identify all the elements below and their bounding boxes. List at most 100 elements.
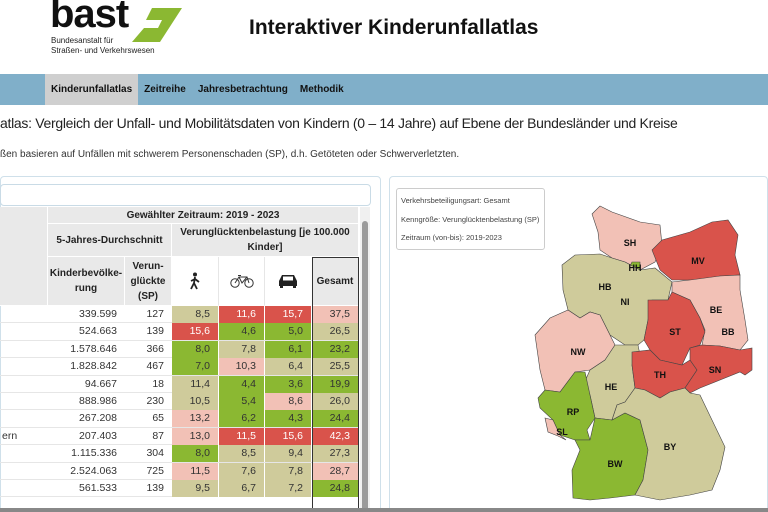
state-rp[interactable] xyxy=(537,371,596,441)
state-label-he: HE xyxy=(605,382,618,392)
state-label-hh: HH xyxy=(629,263,642,273)
cell-bike: 6,2 xyxy=(219,410,265,428)
state-label-sh: SH xyxy=(624,238,637,248)
col-car[interactable] xyxy=(265,257,312,306)
cell-sp: 127 xyxy=(146,308,164,320)
header-period: Gewählter Zeitraum: 2019 - 2023 xyxy=(48,207,359,224)
logo-slash-icon xyxy=(132,8,182,42)
col-population[interactable]: Kinderbevölke-rung xyxy=(48,257,125,306)
table-row[interactable]: 267.208 65 13,2 6,2 4,3 24,4 xyxy=(0,410,359,428)
table-row[interactable]: 339.599 127 8,5 11,6 15,7 37,5 xyxy=(0,306,359,324)
cell-car: 7,2 xyxy=(265,480,312,497)
cell-sp: 230 xyxy=(146,395,164,407)
cell-car: 6,1 xyxy=(265,340,312,358)
cell-sp: 65 xyxy=(152,412,164,425)
table-scrollbar[interactable] xyxy=(360,207,370,512)
cell-car: 6,4 xyxy=(265,358,312,376)
cell-car: 7,8 xyxy=(265,462,312,480)
cell-ped: 15,6 xyxy=(172,323,219,341)
table-row[interactable]: ern 207.403 87 13,0 11,5 15,6 42,3 xyxy=(0,427,359,446)
tab-methodik[interactable]: Methodik xyxy=(299,84,344,95)
cell-ped: 10,5 xyxy=(172,393,219,410)
bicycle-icon xyxy=(229,275,254,288)
header-avg: 5-Jahres-Durchschnitt xyxy=(48,224,172,257)
cell-ped: 7,0 xyxy=(172,358,219,376)
state-label-by: BY xyxy=(664,442,677,452)
cell-ped: 8,0 xyxy=(172,340,219,358)
cell-total: 19,9 xyxy=(312,375,359,393)
cell-pop: 1.578.646 xyxy=(70,342,117,355)
cell-bike: 10,3 xyxy=(219,358,265,376)
state-label-nw: NW xyxy=(571,347,586,357)
logo-wordmark: bast xyxy=(50,0,129,36)
table-row[interactable]: 2.524.063 725 11,5 7,6 7,8 28,7 xyxy=(0,462,359,480)
tab-zeitreihe[interactable]: Zeitreihe xyxy=(144,84,186,95)
pedestrian-icon xyxy=(190,272,200,290)
cell-pop: 888.986 xyxy=(79,395,117,407)
scrollbar-thumb[interactable] xyxy=(362,221,368,512)
cell-sp: 304 xyxy=(146,447,164,460)
col-bicycle[interactable] xyxy=(219,257,265,306)
state-sl[interactable] xyxy=(544,417,567,441)
header-burden: Verunglücktenbelastung [je 100.000 Kinde… xyxy=(172,224,359,257)
car-icon xyxy=(279,275,297,288)
cell-bike: 5,4 xyxy=(219,393,265,410)
tab-kinderunfallatlas[interactable]: Kinderunfallatlas xyxy=(45,74,139,105)
cell-bike: 7,6 xyxy=(219,462,265,480)
map-info-metric: Kenngröße: Verunglücktenbelastung (SP) xyxy=(401,214,540,224)
map-info-mode: Verkehrsbeteiligungsart: Gesamt xyxy=(401,196,510,205)
state-label-bb: BB xyxy=(722,327,735,337)
cell-name: ern xyxy=(2,429,18,442)
cell-pop: 524.663 xyxy=(79,325,117,338)
cell-sp: 725 xyxy=(146,464,164,477)
cell-bike: 11,6 xyxy=(219,306,265,323)
cell-bike: 8,5 xyxy=(219,445,265,463)
cell-total: 28,7 xyxy=(312,462,359,480)
col-pedestrian[interactable] xyxy=(172,257,219,306)
window-bottom-bar xyxy=(0,508,768,512)
cell-sp: 366 xyxy=(146,342,164,355)
state-mv[interactable] xyxy=(651,219,741,283)
map-info-box: Verkehrsbeteiligungsart: Gesamt Kenngröß… xyxy=(396,188,545,250)
cell-ped: 13,2 xyxy=(172,410,219,428)
table-row[interactable]: 524.663 139 15,6 4,6 5,0 26,5 xyxy=(0,323,359,341)
table-row[interactable]: 94.667 18 11,4 4,4 3,6 19,9 xyxy=(0,375,359,393)
cell-sp: 139 xyxy=(146,482,164,494)
cell-total: 27,3 xyxy=(312,445,359,463)
page-title: atlas: Vergleich der Unfall- und Mobilit… xyxy=(0,115,678,131)
cell-total: 23,2 xyxy=(312,340,359,358)
cell-ped: 9,5 xyxy=(172,480,219,497)
state-sh[interactable] xyxy=(591,205,663,271)
state-label-mv: MV xyxy=(691,256,705,266)
table-row[interactable]: 561.533 139 9,5 6,7 7,2 24,8 xyxy=(0,480,359,498)
state-label-ni: NI xyxy=(621,297,630,307)
state-label-be: BE xyxy=(710,305,723,315)
map-info-period: Zeitraum (von-bis): 2019-2023 xyxy=(401,233,502,242)
tab-jahresbetrachtung[interactable]: Jahresbetrachtung xyxy=(197,84,288,95)
page-subtitle: ßen basieren auf Unfällen mit schwerem P… xyxy=(0,149,460,160)
cell-ped: 13,0 xyxy=(172,427,219,445)
cell-pop: 2.524.063 xyxy=(70,464,117,477)
cell-sp: 139 xyxy=(146,325,164,338)
app-title: Interaktiver Kinderunfallatlas xyxy=(249,16,539,39)
header-name-col xyxy=(0,207,48,306)
cell-bike: 11,5 xyxy=(219,427,265,445)
cell-pop: 267.208 xyxy=(79,412,117,425)
col-casualties[interactable]: Verun-glückte (SP) xyxy=(125,257,172,306)
state-by[interactable] xyxy=(611,387,726,501)
main-nav: Kinderunfallatlas Zeitreihe Jahresbetrac… xyxy=(0,74,768,105)
cell-car: 15,7 xyxy=(265,306,312,323)
table-row[interactable]: 1.115.336 304 8,0 8,5 9,4 27,3 xyxy=(0,445,359,463)
cell-bike: 6,7 xyxy=(219,480,265,497)
table-row[interactable]: 1.828.842 467 7,0 10,3 6,4 25,5 xyxy=(0,358,359,376)
state-sn[interactable] xyxy=(684,344,753,394)
cell-car: 15,6 xyxy=(265,427,312,445)
table-row[interactable]: 1.578.646 366 8,0 7,8 6,1 23,2 xyxy=(0,340,359,359)
cell-pop: 561.533 xyxy=(79,482,117,494)
cell-pop: 94.667 xyxy=(84,377,117,390)
table-search-input[interactable] xyxy=(0,184,371,206)
state-label-hb: HB xyxy=(599,282,612,292)
cell-pop: 1.828.842 xyxy=(70,360,117,373)
state-label-th: TH xyxy=(654,370,666,380)
